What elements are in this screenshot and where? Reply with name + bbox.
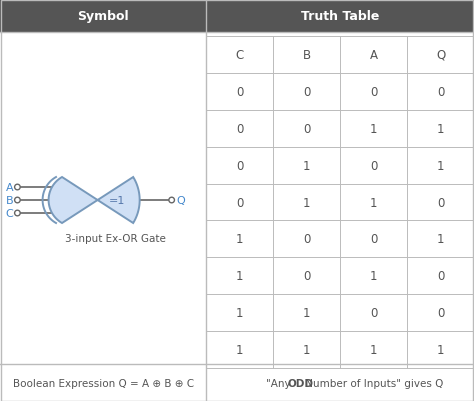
Text: 1: 1 bbox=[236, 306, 244, 320]
Polygon shape bbox=[49, 178, 140, 223]
Text: =1: =1 bbox=[109, 196, 126, 205]
Circle shape bbox=[15, 198, 20, 203]
Text: 0: 0 bbox=[303, 85, 310, 99]
Text: 1: 1 bbox=[303, 306, 310, 320]
Text: Truth Table: Truth Table bbox=[301, 10, 379, 23]
Text: 1: 1 bbox=[370, 343, 377, 356]
Text: Q: Q bbox=[436, 49, 445, 62]
Text: 1: 1 bbox=[236, 233, 244, 246]
Text: 1: 1 bbox=[370, 122, 377, 136]
Text: 0: 0 bbox=[437, 306, 444, 320]
Text: 0: 0 bbox=[236, 159, 243, 172]
Text: ODD: ODD bbox=[288, 378, 314, 387]
Text: 3-input Ex-OR Gate: 3-input Ex-OR Gate bbox=[65, 233, 166, 243]
Text: Symbol: Symbol bbox=[77, 10, 129, 23]
Text: A: A bbox=[6, 182, 14, 192]
Text: C: C bbox=[236, 49, 244, 62]
Text: 0: 0 bbox=[370, 85, 377, 99]
Text: 1: 1 bbox=[303, 343, 310, 356]
Text: 1: 1 bbox=[303, 159, 310, 172]
Text: 0: 0 bbox=[370, 159, 377, 172]
Circle shape bbox=[15, 211, 20, 216]
Text: Boolean Expression Q = A ⊕ B ⊕ C: Boolean Expression Q = A ⊕ B ⊕ C bbox=[12, 378, 194, 387]
Text: 1: 1 bbox=[437, 122, 444, 136]
Text: 0: 0 bbox=[437, 269, 444, 283]
Text: 0: 0 bbox=[236, 122, 243, 136]
Text: 0: 0 bbox=[370, 306, 377, 320]
Text: B: B bbox=[302, 49, 310, 62]
Text: 1: 1 bbox=[437, 343, 444, 356]
Text: 1: 1 bbox=[303, 196, 310, 209]
Text: 1: 1 bbox=[370, 269, 377, 283]
Text: 0: 0 bbox=[303, 122, 310, 136]
Text: Q: Q bbox=[176, 196, 185, 205]
Text: 0: 0 bbox=[303, 233, 310, 246]
Text: B: B bbox=[6, 196, 14, 205]
Text: 0: 0 bbox=[437, 85, 444, 99]
Text: 1: 1 bbox=[236, 343, 244, 356]
Text: 0: 0 bbox=[437, 196, 444, 209]
Text: 1: 1 bbox=[370, 196, 377, 209]
Text: A: A bbox=[370, 49, 378, 62]
Bar bbox=[0, 0, 474, 33]
Text: 0: 0 bbox=[236, 85, 243, 99]
Text: 0: 0 bbox=[370, 233, 377, 246]
Text: 1: 1 bbox=[437, 233, 444, 246]
Text: "Any: "Any bbox=[266, 378, 294, 387]
Text: C: C bbox=[6, 209, 14, 219]
Circle shape bbox=[15, 185, 20, 190]
Text: 1: 1 bbox=[437, 159, 444, 172]
Text: 0: 0 bbox=[303, 269, 310, 283]
Text: Number of Inputs" gives Q: Number of Inputs" gives Q bbox=[302, 378, 443, 387]
Text: 1: 1 bbox=[236, 269, 244, 283]
Circle shape bbox=[169, 198, 174, 203]
Text: 0: 0 bbox=[236, 196, 243, 209]
